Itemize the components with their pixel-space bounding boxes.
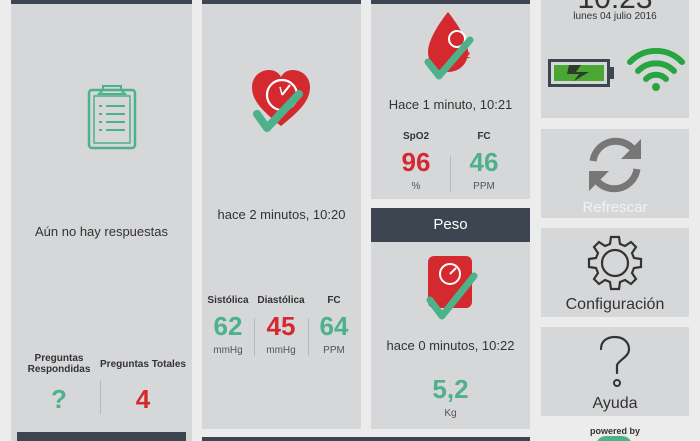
card-top-bar — [11, 0, 192, 4]
questionnaire-button[interactable] — [17, 432, 186, 441]
answered-questions-value: ? — [51, 384, 67, 414]
bottom-bar — [202, 437, 530, 441]
oxygen-timestamp: Hace 1 minuto, 10:21 — [388, 97, 513, 112]
systolic-unit: mmHg — [213, 345, 243, 356]
powered-by-label: powered by — [589, 426, 640, 436]
divider — [308, 318, 309, 356]
weight-value: 5,2 — [432, 374, 469, 404]
questionnaire-card[interactable]: Aún no hay respuestas Preguntas Respondi… — [11, 0, 192, 441]
divider — [450, 156, 451, 192]
refresh-icon — [589, 137, 641, 193]
spo2-label: SpO2 — [402, 131, 430, 142]
divider — [254, 318, 255, 356]
diastolic-value: 45 — [266, 311, 296, 341]
weight-unit: Kg — [444, 408, 457, 419]
card-top-bar — [371, 0, 530, 4]
clock: 10:23 — [541, 0, 689, 16]
bp-hr-label: FC — [327, 295, 341, 306]
refresh-button[interactable]: Refrescar — [541, 129, 689, 218]
bp-hr-unit: PPM — [323, 345, 345, 356]
wifi-icon — [627, 47, 685, 91]
weight-card[interactable]: Peso hace 0 minutos, 10:22 5,2 Kg — [371, 208, 530, 429]
oxygen-hr-unit: PPM — [473, 181, 495, 192]
total-questions-label: Preguntas Totales — [100, 359, 186, 370]
blood-drop-check-icon: 2 — [424, 12, 474, 80]
scale-check-icon — [426, 256, 478, 320]
question-mark-icon — [599, 335, 631, 387]
spo2-unit: % — [411, 181, 421, 192]
diastolic-unit: mmHg — [266, 345, 296, 356]
bp-hr-value: 64 — [319, 311, 349, 341]
weight-timestamp: hace 0 minutos, 10:22 — [386, 338, 515, 353]
divider — [100, 380, 101, 414]
answered-questions-label: Preguntas Respondidas — [27, 353, 91, 375]
systolic-label: Sistólica — [207, 295, 249, 306]
status-card: 10:23 lunes 04 julio 2016 — [541, 0, 689, 118]
systolic-value: 62 — [213, 311, 243, 341]
date: lunes 04 julio 2016 — [573, 11, 657, 22]
spo2-value: 96 — [401, 147, 431, 177]
clipboard-icon — [87, 85, 137, 150]
settings-button[interactable]: Configuración — [541, 228, 689, 317]
heart-check-icon — [252, 70, 310, 132]
refresh-label: Refrescar — [582, 199, 648, 216]
brand-logo — [596, 436, 632, 441]
gear-icon — [587, 235, 643, 291]
oxygen-card[interactable]: 2 Hace 1 minuto, 10:21 SpO2 FC 96 46 % P… — [371, 0, 530, 199]
diastolic-label: Diastólica — [257, 295, 305, 306]
no-answers-message: Aún no hay respuestas — [35, 224, 168, 239]
settings-label: Configuración — [565, 296, 665, 313]
card-top-bar — [202, 0, 361, 4]
battery-charging-icon — [548, 59, 614, 87]
bp-timestamp: hace 2 minutos, 10:20 — [217, 207, 346, 222]
weight-header: Peso — [371, 208, 530, 242]
help-button[interactable]: Ayuda — [541, 327, 689, 416]
total-questions-value: 4 — [135, 384, 151, 414]
svg-text:2: 2 — [465, 50, 470, 60]
blood-pressure-card[interactable]: hace 2 minutos, 10:20 Sistólica Diastóli… — [202, 0, 361, 429]
oxygen-hr-value: 46 — [469, 147, 499, 177]
help-label: Ayuda — [592, 395, 638, 412]
oxygen-hr-label: FC — [477, 131, 491, 142]
